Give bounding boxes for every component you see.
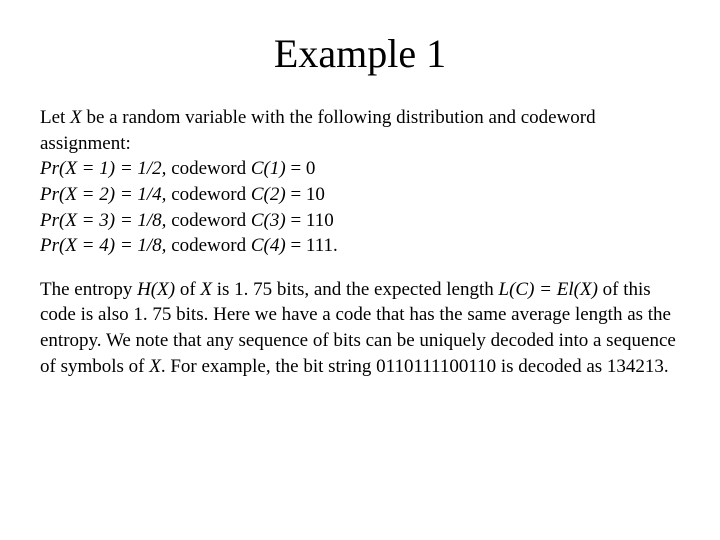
intro-paragraph: Let X be a random variable with the foll… [40,105,680,259]
assignment-mid: codeword [166,235,250,256]
p2-f: L(C) = El(X) [499,279,598,300]
assignment-val: = 110 [286,210,334,231]
slide-title: Example 1 [40,30,680,77]
assignment-line-1: Pr(X = 1) = 1/2, codeword C(1) = 0 [40,156,680,182]
p2-h: X [149,356,161,377]
p2-a: The entropy [40,279,137,300]
p2-e: is 1. 75 bits, and the expected length [212,279,499,300]
assignment-mid: codeword [166,184,250,205]
slide-body: Let X be a random variable with the foll… [40,105,680,379]
assignment-mid: codeword [166,210,250,231]
assignment-val: = 10 [286,184,325,205]
explanation-paragraph: The entropy H(X) of X is 1. 75 bits, and… [40,277,680,380]
assignment-line-4: Pr(X = 4) = 1/8, codeword C(4) = 111. [40,233,680,259]
assignment-val: = 0 [286,158,316,179]
assignment-mid: codeword [166,158,250,179]
assignment-expr: Pr(X = 3) = 1/8, [40,210,166,231]
intro-post: be a random variable with the following … [40,107,596,154]
intro-line: Let X be a random variable with the foll… [40,105,680,156]
assignment-val: = 111. [286,235,338,256]
assignment-line-2: Pr(X = 2) = 1/4, codeword C(2) = 10 [40,182,680,208]
slide: Example 1 Let X be a random variable wit… [0,0,720,540]
assignment-line-3: Pr(X = 3) = 1/8, codeword C(3) = 110 [40,208,680,234]
assignment-expr: Pr(X = 4) = 1/8, [40,235,166,256]
intro-var: X [70,107,82,128]
assignment-code: C(1) [251,158,286,179]
intro-pre: Let [40,107,70,128]
assignment-code: C(2) [251,184,286,205]
p2-d: X [200,279,212,300]
assignment-code: C(3) [251,210,286,231]
p2-b: H(X) [137,279,175,300]
assignment-code: C(4) [251,235,286,256]
assignment-expr: Pr(X = 1) = 1/2, [40,158,166,179]
assignment-expr: Pr(X = 2) = 1/4, [40,184,166,205]
p2-i: . For example, the bit string 0110111100… [161,356,669,377]
p2-c: of [175,279,200,300]
